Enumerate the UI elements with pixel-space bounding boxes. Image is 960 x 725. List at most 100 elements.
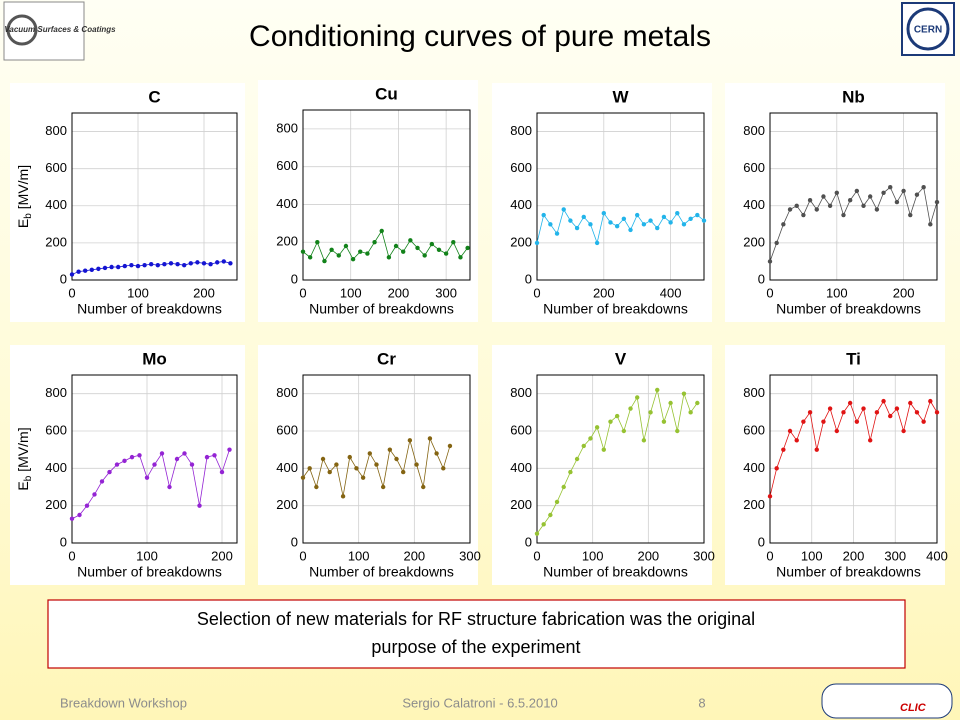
data-point — [928, 398, 933, 404]
data-point — [888, 185, 893, 190]
data-point — [767, 494, 773, 499]
data-point — [407, 438, 413, 443]
data-point — [614, 413, 620, 419]
data-point — [394, 456, 399, 462]
chart-title: C — [148, 87, 160, 106]
data-point — [668, 220, 673, 225]
data-point — [201, 261, 207, 266]
y-tick-label: 600 — [276, 158, 298, 173]
data-point — [175, 262, 180, 267]
data-point — [561, 207, 566, 212]
data-point — [379, 228, 384, 234]
data-point — [451, 240, 456, 245]
x-axis-label: Number of breakdowns — [776, 301, 921, 317]
data-point — [116, 264, 121, 270]
y-tick-label: 0 — [758, 534, 765, 549]
y-tick-label: 600 — [45, 422, 67, 437]
x-tick-label: 300 — [693, 548, 715, 563]
data-point — [914, 410, 920, 415]
data-point — [568, 469, 573, 475]
data-point — [129, 262, 134, 268]
logo-clic-text: CLIC — [900, 702, 927, 714]
x-tick-label: 200 — [193, 285, 215, 300]
data-point — [621, 428, 627, 434]
data-point — [208, 262, 213, 267]
data-point — [162, 262, 167, 267]
data-point — [594, 425, 600, 430]
y-tick-label: 0 — [291, 271, 298, 286]
data-point — [221, 259, 226, 264]
x-tick-label: 400 — [660, 285, 682, 300]
y-tick-label: 200 — [276, 234, 298, 249]
y-tick-label: 0 — [758, 271, 765, 286]
y-tick-label: 200 — [510, 234, 532, 249]
data-point — [414, 462, 419, 467]
data-point — [307, 255, 313, 260]
data-point — [868, 194, 873, 199]
x-tick-label: 200 — [593, 285, 615, 300]
data-point — [834, 190, 839, 195]
data-point — [307, 466, 312, 471]
data-point — [834, 428, 839, 434]
data-point — [534, 240, 540, 246]
x-tick-label: 100 — [826, 285, 848, 300]
x-tick-label: 100 — [348, 548, 370, 563]
x-axis-label: Number of breakdowns — [543, 564, 688, 580]
data-point — [921, 185, 926, 190]
y-tick-label: 200 — [45, 234, 67, 249]
data-point — [881, 398, 886, 404]
data-point — [781, 447, 786, 452]
y-tick-label: 600 — [510, 160, 532, 175]
data-point — [320, 456, 326, 462]
data-point — [581, 443, 586, 449]
data-point — [182, 262, 187, 268]
data-point — [661, 214, 667, 220]
data-point — [99, 479, 105, 484]
data-point — [329, 247, 334, 252]
data-point — [340, 494, 346, 499]
footer-center: Sergio Calatroni - 6.5.2010 — [402, 695, 557, 710]
data-point — [227, 447, 232, 452]
data-point — [327, 469, 332, 475]
data-point — [174, 456, 180, 462]
data-point — [881, 190, 886, 195]
data-point — [167, 484, 172, 490]
x-tick-label: 100 — [801, 548, 823, 563]
panel — [492, 345, 712, 585]
y-tick-label: 800 — [276, 120, 298, 135]
data-point — [934, 199, 940, 205]
x-tick-label: 0 — [299, 548, 306, 563]
data-point — [219, 469, 225, 475]
data-point — [681, 391, 687, 396]
chart-title: W — [612, 87, 629, 106]
data-point — [69, 272, 75, 277]
plot-frame — [536, 112, 705, 281]
y-tick-label: 0 — [291, 534, 298, 549]
data-point — [436, 247, 442, 252]
data-point — [588, 222, 593, 227]
x-tick-label: 300 — [459, 548, 481, 563]
data-point — [894, 199, 900, 205]
data-point — [380, 484, 386, 490]
y-tick-label: 800 — [510, 385, 532, 400]
data-point — [427, 436, 433, 441]
y-tick-label: 600 — [743, 422, 765, 437]
x-tick-label: 100 — [340, 285, 362, 300]
data-point — [601, 447, 606, 452]
data-point — [212, 453, 217, 458]
panel — [10, 83, 245, 322]
chart-title: Cu — [375, 84, 398, 103]
y-axis-label-subscript: b — [23, 213, 34, 219]
chart-title: Mo — [142, 349, 167, 368]
y-tick-label: 200 — [45, 497, 67, 512]
data-point — [554, 499, 560, 505]
data-point — [548, 512, 553, 518]
data-point — [894, 406, 900, 411]
data-point — [688, 410, 693, 415]
data-point — [300, 475, 306, 480]
data-point — [655, 387, 660, 393]
data-point — [422, 253, 427, 258]
y-tick-label: 600 — [276, 422, 298, 437]
data-point — [541, 522, 546, 527]
